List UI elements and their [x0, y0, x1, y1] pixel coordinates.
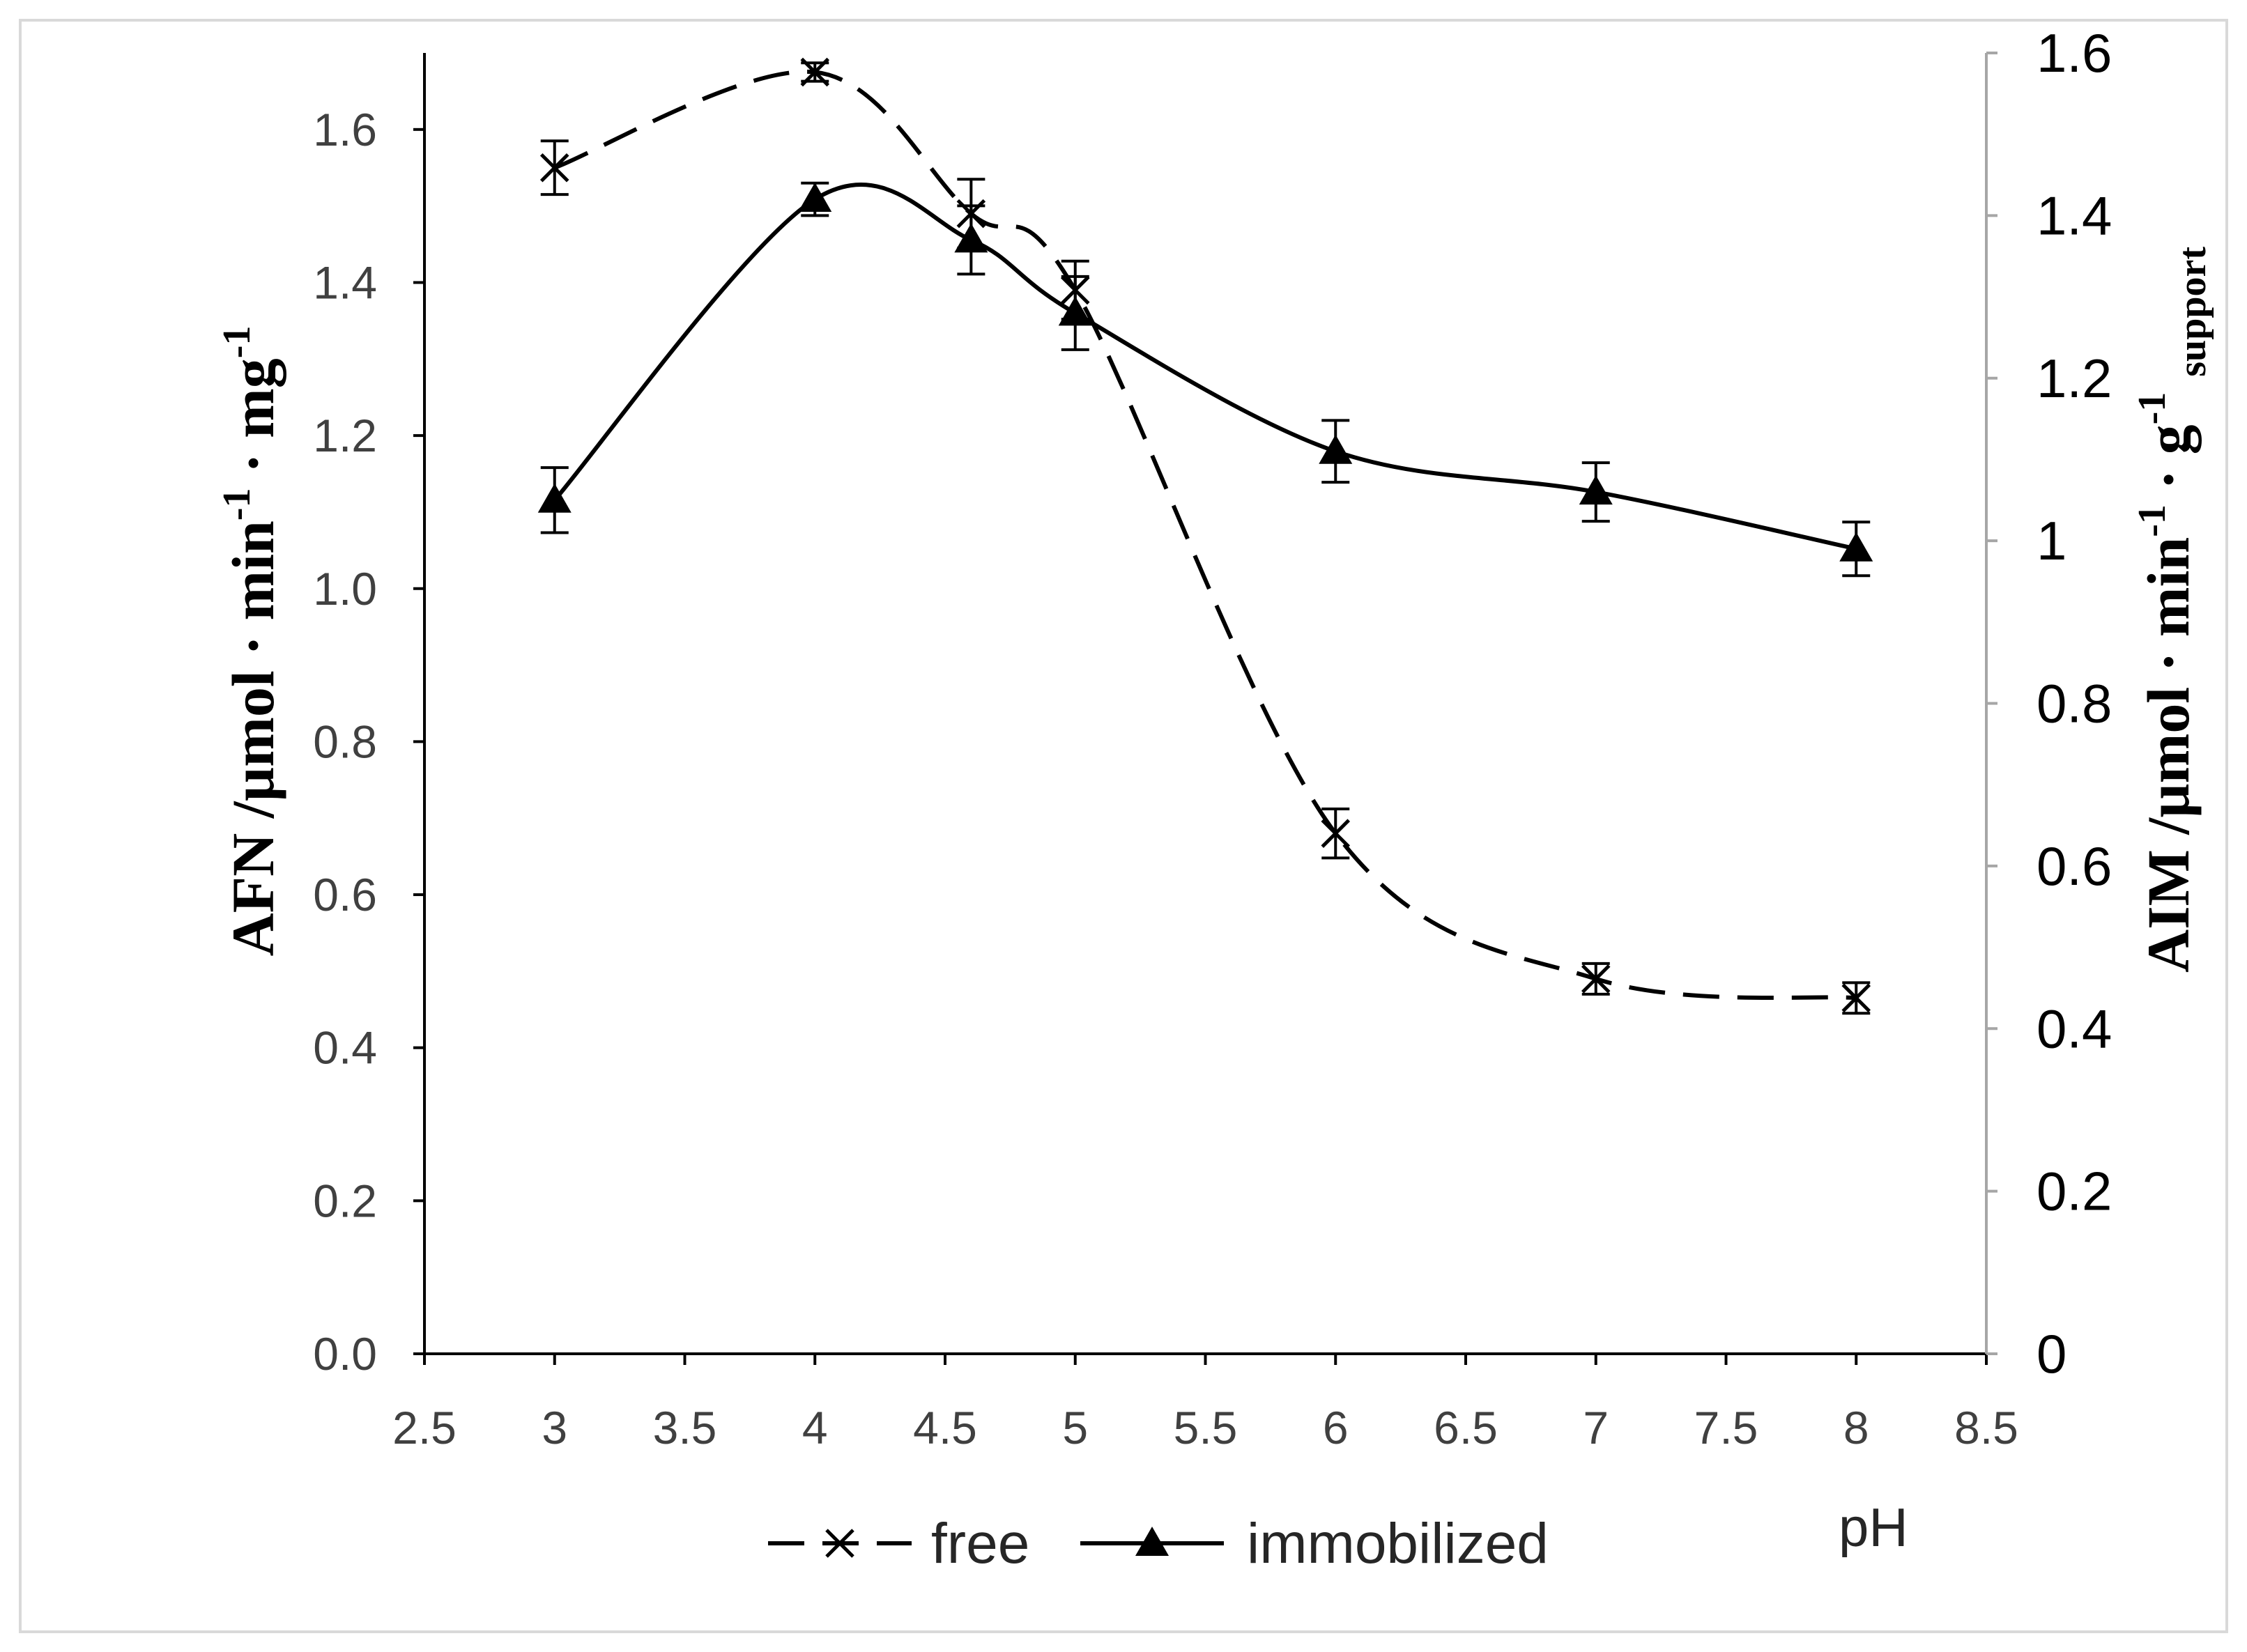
x-tick-label: 8.5 [1954, 1402, 2018, 1453]
y-axis-left-title: AFN /µmol · min-1 · mg-1 [215, 326, 286, 957]
x-tick-label: 3 [542, 1402, 567, 1453]
free-line [553, 69, 1857, 1001]
y-axis-left-title-superscript: -1 [215, 326, 259, 359]
immobilized-point [798, 183, 832, 213]
legend-marker-free-stroke [825, 1529, 854, 1558]
y-left-tick-label: 1.0 [313, 563, 377, 615]
legend-item-free: free [768, 1512, 1029, 1575]
series-free [539, 57, 1871, 1015]
y-axis-right-title-superscript: -1 [2131, 504, 2174, 537]
free-point-stroke [1581, 964, 1611, 994]
y-left-tick-label: 0.0 [313, 1328, 377, 1380]
y-right-tick-label: 0.4 [2037, 998, 2112, 1059]
chart-border [19, 19, 2228, 1633]
y-left-tick-label: 1.4 [313, 256, 377, 308]
immobilized-point [537, 483, 572, 513]
y-axis-right-title: AIM /µmol · min-1 · g-1support [2131, 247, 2214, 973]
x-axis: 2.5 3 3.5 4 4.5 5 5.5 6 6.5 7 7.5 8 8.5 [392, 1352, 2018, 1453]
y-right-tick-label: 0.6 [2037, 835, 2112, 897]
free-point-stroke [539, 153, 569, 183]
free-point [1321, 819, 1351, 848]
y-axis-right-title-superscript: -1 [2131, 392, 2174, 425]
x-tick-label: 8 [1843, 1402, 1869, 1453]
y-right-tick-label: 1.6 [2037, 22, 2112, 84]
free-point [1581, 964, 1611, 994]
legend-marker-immobilized [1135, 1527, 1169, 1556]
immobilized-point [1839, 532, 1873, 562]
free-point [800, 57, 830, 87]
y-left-tick-label: 1.6 [313, 104, 377, 155]
x-tick-label: 7.5 [1694, 1402, 1758, 1453]
legend-item-immobilized: immobilized [1080, 1512, 1549, 1575]
y-right-tick-label: 1 [2037, 510, 2066, 571]
y-right-tick-label: 1.4 [2037, 185, 2112, 246]
y-left-tick-label: 0.6 [313, 869, 377, 920]
x-tick-label: 6 [1323, 1402, 1349, 1453]
x-axis-title: pH [1839, 1497, 1908, 1558]
y-axis-left-title-superscript: -1 [215, 488, 259, 521]
free-point [1841, 983, 1871, 1013]
y-left-tick-label: 0.2 [313, 1175, 377, 1226]
x-tick-label: 6.5 [1434, 1402, 1498, 1453]
free-point-stroke [1321, 819, 1351, 848]
x-tick-label: 3.5 [653, 1402, 717, 1453]
x-tick-label: 5.5 [1174, 1402, 1238, 1453]
immobilized-line [553, 183, 1857, 551]
x-tick-label: 5 [1062, 1402, 1088, 1453]
free-point-stroke [800, 57, 830, 87]
y-left-tick-label: 0.4 [313, 1022, 377, 1074]
immobilized-point [1058, 296, 1092, 326]
y-left-tick-label: 0.8 [313, 716, 377, 767]
immobilized-point [1319, 434, 1353, 464]
y-right-tick-label: 0.8 [2037, 673, 2112, 734]
y-right-tick-label: 0 [2037, 1323, 2066, 1384]
y-axis-right: 0 0.2 0.4 0.6 0.8 1 1.2 1.4 1.6 [1985, 22, 2112, 1384]
free-point-stroke [1841, 983, 1871, 1013]
free-point [539, 153, 569, 183]
y-left-tick-label: 1.2 [313, 410, 377, 461]
y-axis-right-title-text: · g [2135, 424, 2202, 504]
legend-label-immobilized: immobilized [1247, 1512, 1549, 1575]
x-tick-label: 4.5 [913, 1402, 977, 1453]
immobilized-point [1579, 475, 1613, 505]
y-right-tick-label: 0.2 [2037, 1161, 2112, 1222]
immobilized-point [954, 223, 988, 253]
legend: free immobilized [768, 1512, 1549, 1575]
x-tick-label: 2.5 [392, 1402, 457, 1453]
y-axis-right-title-text: AIM /µmol · min [2135, 537, 2202, 973]
series-immobilized [537, 181, 1873, 578]
y-axis-right-title-subscript: support [2171, 247, 2214, 377]
legend-marker-free [825, 1529, 854, 1558]
y-axis-left-title-text: AFN /µmol · min [220, 520, 286, 956]
legend-label-free: free [931, 1512, 1029, 1575]
x-tick-label: 4 [802, 1402, 828, 1453]
y-right-tick-label: 1.2 [2037, 348, 2112, 409]
y-axis-left-title-text: · mg [220, 358, 286, 488]
y-axis-left: 0.0 0.2 0.4 0.6 0.8 1.0 1.2 1.4 1.6 [313, 53, 426, 1380]
x-tick-label: 7 [1583, 1402, 1609, 1453]
